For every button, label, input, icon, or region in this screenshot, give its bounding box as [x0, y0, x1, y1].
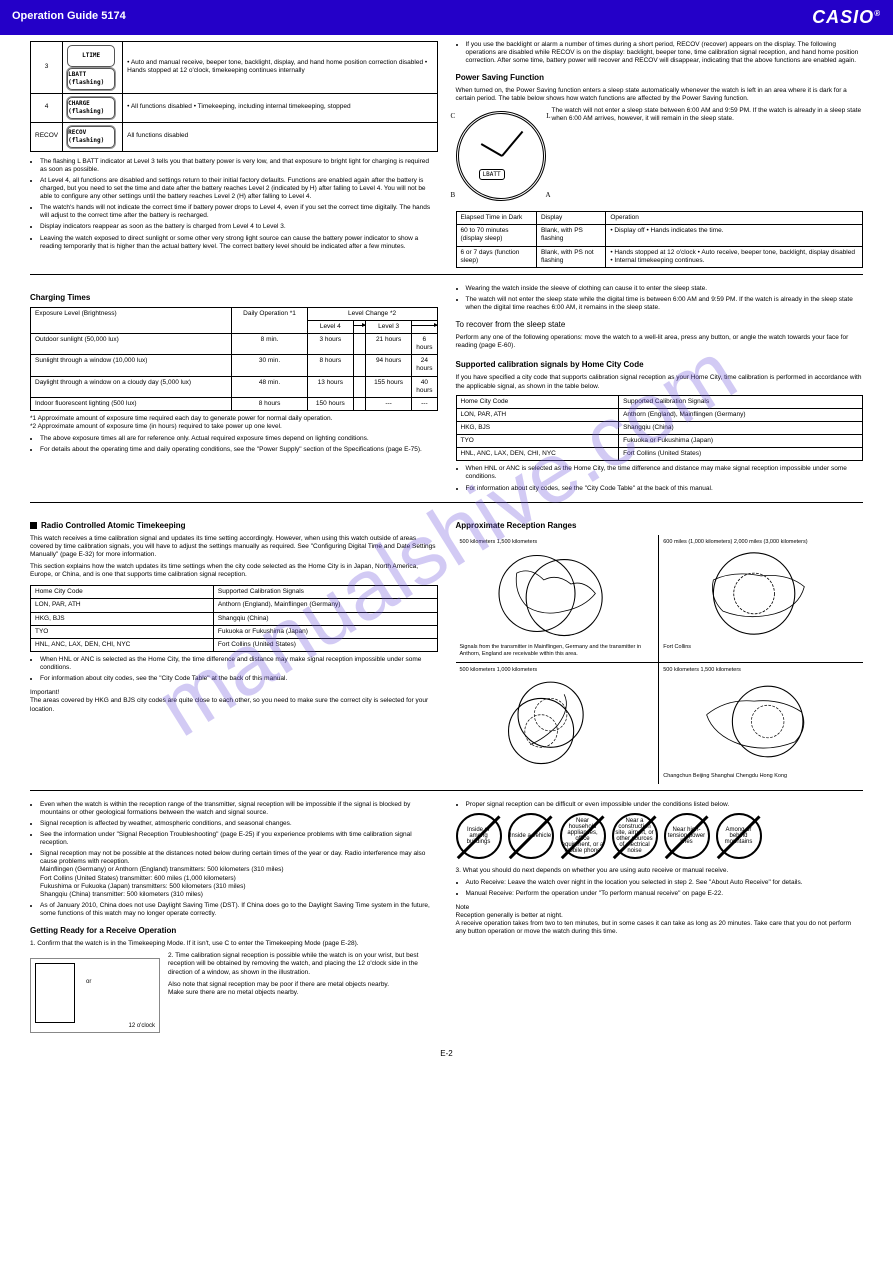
map-icon [663, 674, 859, 769]
power-saving-note: The watch will not enter a sleep state b… [552, 107, 864, 123]
no-buildings-icon: Inside or among buildings [456, 813, 502, 859]
level-cell: RECOV [31, 122, 63, 151]
charging-times-table: Exposure Level (Brightness) Daily Operat… [30, 307, 438, 411]
reception-notes: Even when the watch is within the recept… [30, 801, 438, 919]
map-jp: 500 kilometers 1,000 kilometers [456, 663, 660, 784]
charging-foot1: *1 Approximate amount of exposure time r… [30, 415, 438, 423]
level-cell: 3 [31, 41, 63, 93]
step3-list: Auto Receive: Leave the watch over night… [456, 879, 864, 898]
recover-text: Perform any one of the following operati… [456, 334, 864, 350]
header-bar: Operation Guide 5174 CASIO® [0, 0, 893, 35]
ready-step2: 2. Time calibration signal reception is … [168, 952, 438, 976]
home-city-table: Home City Code Supported Calibration Sig… [456, 395, 864, 462]
map-cn: 500 kilometers 1,500 kilometers Changchu… [659, 663, 863, 784]
charging-times-title: Charging Times [30, 293, 438, 303]
home-city-table-2: Home City Code Supported Calibration Sig… [30, 585, 438, 652]
no-construction-icon: Near a construction site, airport, or ot… [612, 813, 658, 859]
charging-foot-bullets: The above exposure times all are for ref… [30, 435, 438, 454]
power-saving-table: Elapsed Time in Dark Display Operation 6… [456, 211, 864, 268]
no-appliances-icon: Near household appliances, office equipm… [560, 813, 606, 859]
interference-icons: Inside or among buildings Inside a vehic… [456, 813, 864, 859]
interference-intro: Proper signal reception can be difficult… [456, 801, 864, 809]
step3-note: Note Reception generally is better at ni… [456, 904, 864, 937]
watch-diagram: C L B A LBATT [456, 111, 546, 201]
levels-table: 3 LTIME LBATT (flashing) • Auto and manu… [30, 41, 438, 152]
map-icon [460, 546, 655, 641]
function-cell: • All functions disabled • Timekeeping, … [123, 93, 437, 122]
display-icon: LTIME [67, 45, 115, 67]
map-icon [663, 546, 859, 641]
display-icon: CHARGE (flashing) [67, 97, 115, 119]
arrow-icon [412, 325, 436, 326]
power-saving-para: When turned on, the Power Saving functio… [456, 87, 864, 103]
function-cell: All functions disabled [123, 122, 437, 151]
map-grid: 500 kilometers 1,500 kilometers Signals … [456, 535, 864, 784]
recv-ranges-title: Approximate Reception Ranges [456, 521, 864, 531]
display-icon: LBATT (flashing) [67, 68, 115, 90]
power-saving-title: Power Saving Function [456, 73, 864, 83]
casio-logo: CASIO® [812, 6, 881, 29]
window-illustration: or 12 o'clock [30, 958, 160, 1033]
levels-notes-2: If you use the backlight or alarm a numb… [456, 41, 864, 65]
map-us: 600 miles (1,000 kilometers) 2,000 miles… [659, 535, 863, 663]
home-city-para: If you have specified a city code that s… [456, 374, 864, 390]
level-cell: 4 [31, 93, 63, 122]
no-mountains-icon: Among or behind mountains [716, 813, 762, 859]
square-bullet-icon [30, 522, 37, 529]
guide-title: Operation Guide 5174 [12, 10, 126, 24]
no-vehicle-icon: Inside a vehicle [508, 813, 554, 859]
map-icon [460, 674, 655, 769]
arrow-icon [354, 325, 365, 326]
ready-title: Getting Ready for a Receive Operation [30, 926, 438, 936]
radio-explain: This section explains how the watch upda… [30, 563, 438, 579]
page-number: E-2 [30, 1049, 863, 1059]
step3-text: 3. What you should do next depends on wh… [456, 867, 864, 875]
home-city-notes: When HNL or ANC is selected as the Home … [456, 465, 864, 492]
charging-foot2: *2 Approximate amount of exposure time (… [30, 423, 438, 431]
recover-title: To recover from the sleep state [456, 320, 864, 330]
levels-notes: The flashing L BATT indicator at Level 3… [30, 158, 438, 251]
home-city-title: Supported calibration signals by Home Ci… [456, 360, 864, 370]
important-note: Important! The areas covered by HKG and … [30, 689, 438, 713]
home-city-notes-2: When HNL or ANC is selected as the Home … [30, 656, 438, 683]
radio-intro: This watch receives a time calibration s… [30, 535, 438, 559]
no-powerlines-icon: Near high-tension power lines [664, 813, 710, 859]
ready-note2: Make sure there are no metal objects nea… [168, 989, 438, 997]
function-cell: • Auto and manual receive, beeper tone, … [123, 41, 437, 93]
power-saving-bullets: Wearing the watch inside the sleeve of c… [456, 285, 864, 312]
ready-step1: 1. Confirm that the watch is in the Time… [30, 940, 438, 948]
map-uk-de: 500 kilometers 1,500 kilometers Signals … [456, 535, 660, 663]
radio-title: Radio Controlled Atomic Timekeeping [41, 521, 185, 530]
display-icon: RECOV (flashing) [67, 126, 115, 148]
ready-note1: Also note that signal reception may be p… [168, 981, 438, 989]
